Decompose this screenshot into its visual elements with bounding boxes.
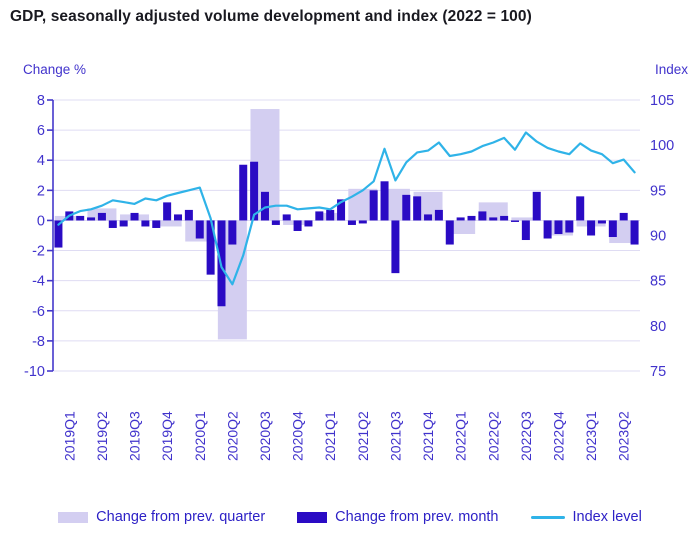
left-axis-caption: Change % xyxy=(23,62,87,77)
legend-label-quarter: Change from prev. quarter xyxy=(96,509,266,525)
svg-text:-2: -2 xyxy=(32,244,45,260)
svg-text:2021Q2: 2021Q2 xyxy=(355,411,371,461)
svg-text:95: 95 xyxy=(650,183,666,199)
svg-text:2022Q4: 2022Q4 xyxy=(550,411,566,461)
legend-item-month: Change from prev. month xyxy=(297,509,499,525)
svg-text:90: 90 xyxy=(650,229,666,245)
svg-text:2019Q2: 2019Q2 xyxy=(94,411,110,461)
legend-label-month: Change from prev. month xyxy=(335,509,499,525)
svg-text:2020Q4: 2020Q4 xyxy=(290,411,306,461)
svg-text:4: 4 xyxy=(37,153,45,169)
svg-text:8: 8 xyxy=(37,93,45,109)
svg-text:85: 85 xyxy=(650,274,666,290)
legend-label-index: Index level xyxy=(572,509,642,525)
svg-text:2019Q3: 2019Q3 xyxy=(127,411,143,461)
svg-text:2021Q3: 2021Q3 xyxy=(387,411,403,461)
svg-text:2020Q3: 2020Q3 xyxy=(257,411,273,461)
line-swatch xyxy=(530,515,565,519)
chart-svg: 8 6 4 2 0 -2 -4 -6 -8 -10 105 100 95 90 85 80 75 2019Q1 20… xyxy=(24,93,674,461)
svg-text:2022Q3: 2022Q3 xyxy=(518,411,534,461)
quarter-bar-swatch xyxy=(58,511,89,523)
svg-text:2019Q4: 2019Q4 xyxy=(159,411,175,461)
svg-text:2: 2 xyxy=(37,183,45,199)
svg-text:-8: -8 xyxy=(32,334,45,350)
svg-text:2022Q2: 2022Q2 xyxy=(485,411,501,461)
svg-text:2020Q1: 2020Q1 xyxy=(192,411,208,461)
svg-text:2023Q1: 2023Q1 xyxy=(583,411,599,461)
svg-text:80: 80 xyxy=(650,319,666,335)
svg-text:2020Q2: 2020Q2 xyxy=(224,411,240,461)
chart-legend: Change from prev. quarter Change from pr… xyxy=(0,509,700,525)
svg-text:75: 75 xyxy=(650,364,666,380)
svg-text:105: 105 xyxy=(650,93,674,109)
svg-text:2019Q1: 2019Q1 xyxy=(61,411,77,461)
svg-text:-6: -6 xyxy=(32,304,45,320)
svg-text:100: 100 xyxy=(650,138,674,154)
svg-text:2022Q1: 2022Q1 xyxy=(453,411,469,461)
svg-text:2023Q2: 2023Q2 xyxy=(616,411,632,461)
svg-text:6: 6 xyxy=(37,123,45,139)
svg-text:-10: -10 xyxy=(24,364,45,380)
month-bar-swatch xyxy=(297,511,328,523)
svg-text:2021Q4: 2021Q4 xyxy=(420,411,436,461)
svg-text:0: 0 xyxy=(37,213,45,229)
legend-item-quarter: Change from prev. quarter xyxy=(58,509,265,525)
chart-title: GDP, seasonally adjusted volume developm… xyxy=(10,8,532,25)
right-axis-caption: Index xyxy=(654,62,688,77)
svg-text:-4: -4 xyxy=(32,274,45,290)
svg-text:2021Q1: 2021Q1 xyxy=(322,411,338,461)
legend-item-index: Index level xyxy=(530,509,642,525)
